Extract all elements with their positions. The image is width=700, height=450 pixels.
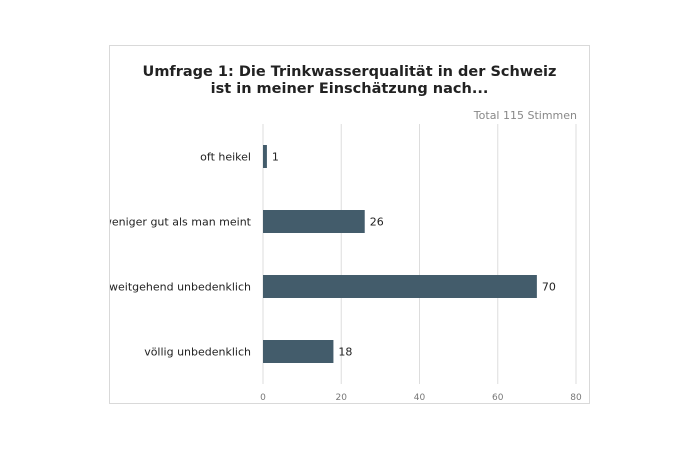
bar xyxy=(263,145,267,168)
category-label: weniger gut als man meint xyxy=(110,216,252,229)
data-label: 18 xyxy=(338,346,352,359)
x-tick-label: 20 xyxy=(336,393,348,403)
chart-frame: Umfrage 1: Die Trinkwasserqualität in de… xyxy=(109,45,590,404)
x-tick-label: 40 xyxy=(414,393,426,403)
bar xyxy=(263,210,365,233)
x-tick-label: 0 xyxy=(260,393,266,403)
bar-chart: 0 20 40 60 80 oft heikel 1 weniger gut als man … xyxy=(110,124,582,403)
chart-title-line-1: Umfrage 1: Die Trinkwasserqualität in de… xyxy=(142,64,557,80)
bar xyxy=(263,275,537,298)
data-label: 26 xyxy=(370,216,384,229)
chart-subtitle: Total 115 Stimmen xyxy=(473,109,577,122)
bar xyxy=(263,340,334,363)
data-label: 1 xyxy=(272,151,279,164)
category-label: völlig unbedenklich xyxy=(144,346,251,359)
x-tick-label: 60 xyxy=(492,393,504,403)
category-label: oft heikel xyxy=(200,151,251,164)
data-label: 70 xyxy=(542,281,556,294)
chart-title-line-2: ist in meiner Einschätzung nach... xyxy=(210,81,489,97)
x-tick-label: 80 xyxy=(570,393,582,403)
category-label: weitgehend unbedenklich xyxy=(110,281,251,294)
